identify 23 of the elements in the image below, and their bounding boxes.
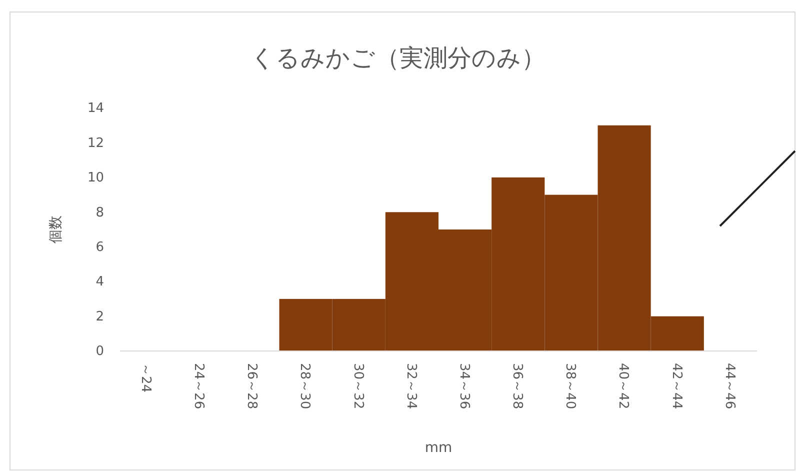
x-tick-label: 24～26 [191,363,206,410]
x-tick-label: 28～30 [297,363,312,410]
x-tick-label: 36～38 [510,363,525,410]
y-axis-title: 個数 [48,216,64,244]
chart-title: くるみかご（実測分のみ） [250,44,546,72]
x-tick-label: 42～44 [668,363,684,410]
y-tick-label: 4 [96,274,104,290]
y-tick-label: 10 [87,170,104,186]
x-tick-label: 30～32 [350,363,366,410]
y-tick-label: 8 [96,205,104,220]
y-tick-label: 6 [96,240,104,256]
y-tick-label: 0 [96,344,104,360]
y-tick-label: 12 [87,136,104,151]
x-tick-label: 40～42 [616,363,631,410]
x-axis-title: mm [424,440,452,456]
x-tick-label: ～24 [138,363,153,393]
x-tick-label: 34～36 [456,363,472,410]
x-tick-label: 38～40 [562,363,578,410]
x-tick-label: 44～46 [722,363,737,410]
x-tick-label: 26～28 [244,363,260,410]
y-tick-label: 14 [87,101,104,116]
x-tick-label: 32～34 [403,363,418,410]
y-tick-label: 2 [96,309,104,324]
